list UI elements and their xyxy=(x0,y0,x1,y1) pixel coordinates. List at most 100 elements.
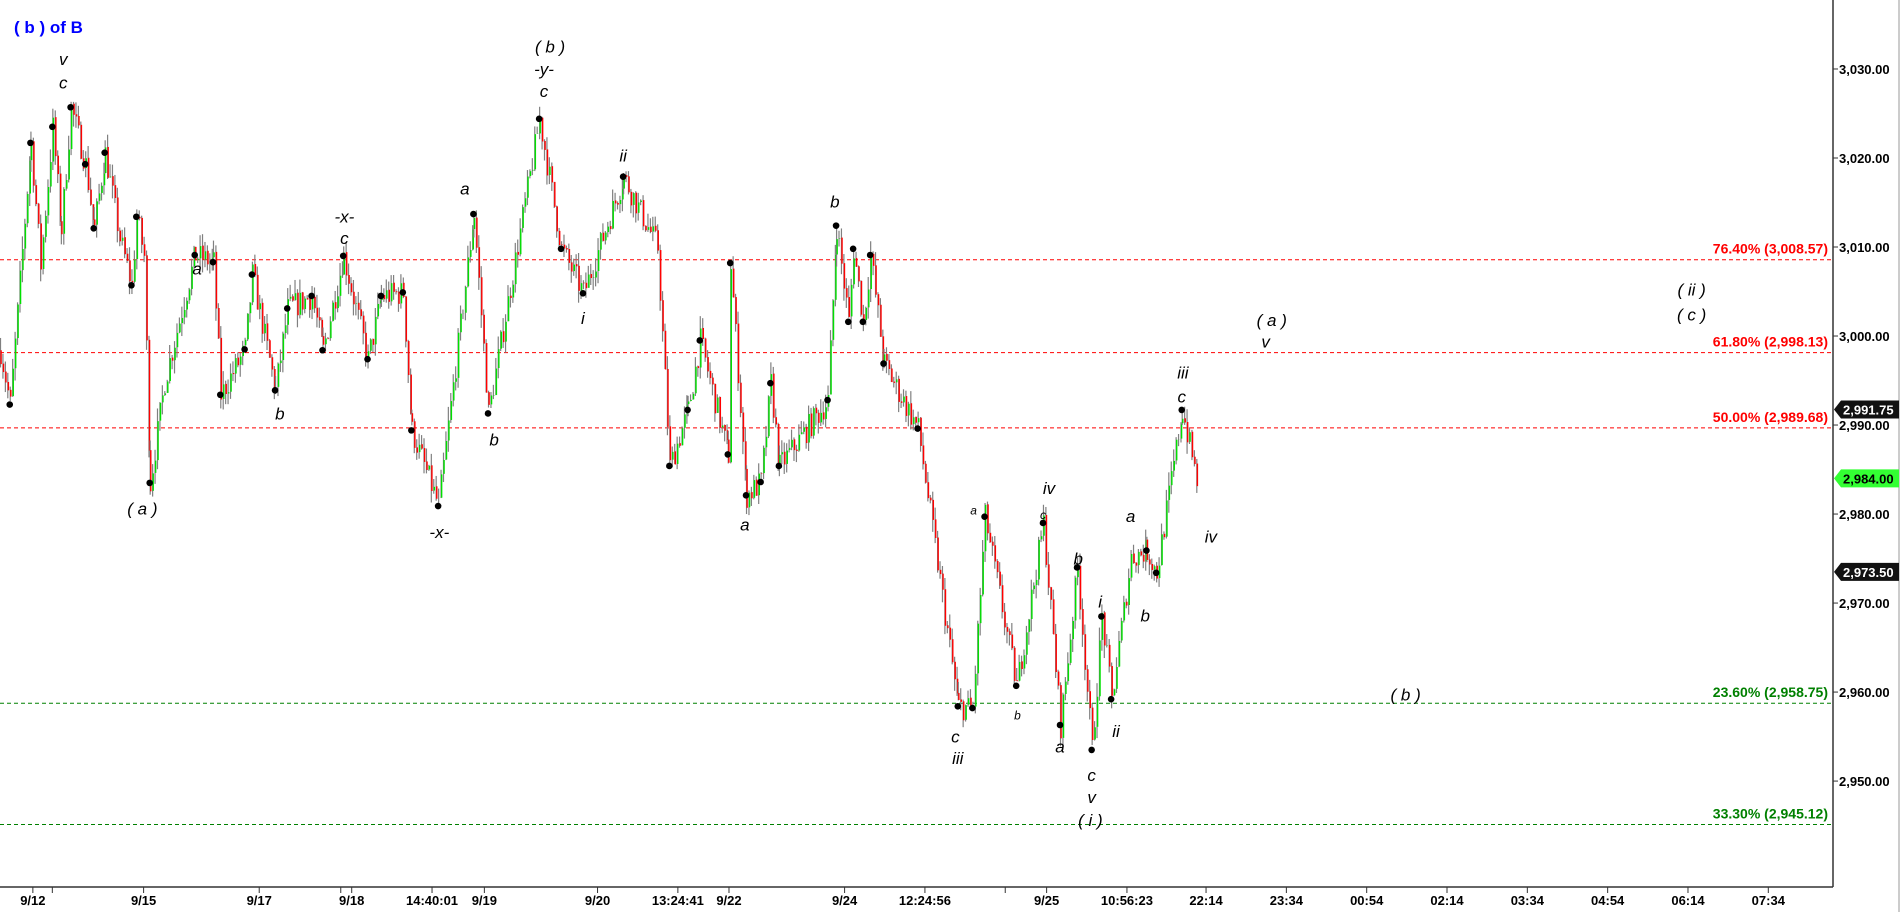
price-tag-label: 2,984.00 xyxy=(1843,471,1894,486)
pivot-dot xyxy=(339,252,347,260)
x-tick-label: 9/20 xyxy=(585,893,610,908)
x-tick-label: 06:14 xyxy=(1671,893,1705,908)
wave-label: b xyxy=(830,193,839,212)
fib-label: 50.00% (2,989.68) xyxy=(1713,409,1828,425)
pivot-dot xyxy=(619,173,627,180)
y-tick-label: 2,980.00 xyxy=(1839,507,1890,522)
pivot-dot xyxy=(1152,569,1160,577)
pivot-dot xyxy=(824,396,831,404)
pivot-dot xyxy=(724,451,732,458)
chart-title: ( b ) of B xyxy=(14,18,83,37)
pivot-dot xyxy=(557,245,565,253)
x-tick-label: 9/12 xyxy=(20,893,45,908)
x-tick-label: 9/24 xyxy=(832,893,858,908)
pivot-dot xyxy=(408,427,415,434)
pivot-dot xyxy=(849,245,857,253)
pivot-dot xyxy=(859,318,867,326)
wave-label: c xyxy=(59,73,68,92)
pivot-dot xyxy=(1073,564,1081,571)
pivot-dot xyxy=(67,103,74,111)
pivot-dot xyxy=(101,149,108,156)
pivot-dot xyxy=(1098,613,1105,620)
x-tick-label: 03:34 xyxy=(1511,893,1545,908)
pivot-dot xyxy=(1107,695,1115,703)
x-tick-label: 9/18 xyxy=(339,893,364,908)
pivot-dot xyxy=(1039,519,1047,527)
wave-label: iii xyxy=(952,749,965,768)
pivot-dot xyxy=(308,292,315,300)
pivot-dot xyxy=(1012,682,1020,690)
pivot-dot xyxy=(954,703,962,710)
wave-label: ( i ) xyxy=(1078,811,1103,830)
pivot-dot xyxy=(319,346,326,354)
wave-label: a xyxy=(1126,507,1135,526)
wave-label: v xyxy=(59,50,69,69)
wave-label: ( ii ) xyxy=(1677,281,1705,300)
wave-label: a xyxy=(460,179,469,198)
y-tick-label: 3,030.00 xyxy=(1839,62,1890,77)
pivot-dot xyxy=(377,292,385,300)
pivot-dot xyxy=(767,379,774,387)
pivot-dot xyxy=(434,502,442,510)
y-tick-label: 3,000.00 xyxy=(1839,329,1890,344)
pivot-dot xyxy=(81,160,89,168)
x-tick-label: 04:54 xyxy=(1591,893,1625,908)
y-tick-label: 2,950.00 xyxy=(1839,774,1890,789)
wave-label: a xyxy=(970,504,977,518)
wave-label: c xyxy=(340,229,349,248)
wave-label: ( c ) xyxy=(1677,306,1706,325)
pivot-dot xyxy=(49,123,56,131)
pivot-dot xyxy=(133,213,140,221)
pivot-dot xyxy=(241,346,248,353)
wave-label: iv xyxy=(1205,527,1219,546)
pivot-dot xyxy=(271,387,279,394)
x-tick-label: 10:56:23 xyxy=(1101,893,1153,908)
x-tick-label: 12:24:56 xyxy=(899,893,951,908)
wave-label: c xyxy=(540,82,549,101)
pivot-dot xyxy=(535,115,543,123)
wave-label: b xyxy=(275,404,284,423)
pivot-dot xyxy=(832,222,840,229)
x-tick-label: 13:24:41 xyxy=(652,893,704,908)
wave-label: ii xyxy=(619,146,628,165)
wave-label: b xyxy=(489,430,498,449)
x-tick-label: 22:14 xyxy=(1189,893,1223,908)
x-tick-label: 07:34 xyxy=(1752,893,1786,908)
pivot-dot xyxy=(484,410,492,417)
x-tick-label: 9/22 xyxy=(716,893,741,908)
x-tick-label: 14:40:01 xyxy=(406,893,458,908)
pivot-dot xyxy=(775,462,783,470)
y-tick-label: 2,990.00 xyxy=(1839,418,1890,433)
wave-label: -y- xyxy=(534,60,554,79)
x-tick-label: 9/17 xyxy=(247,893,272,908)
pivot-dot xyxy=(399,289,407,296)
pivot-dot xyxy=(696,337,704,344)
wave-label: ( b ) xyxy=(1391,686,1421,705)
x-tick-label: 9/15 xyxy=(131,893,156,908)
pivot-dot xyxy=(128,281,135,289)
x-tick-label: 9/25 xyxy=(1034,893,1059,908)
wave-label: b xyxy=(1014,708,1021,722)
wave-label: i xyxy=(581,309,586,328)
pivot-dot xyxy=(981,513,988,521)
pivot-dot xyxy=(248,271,256,278)
x-tick-label: 23:34 xyxy=(1270,893,1304,908)
pivot-dot xyxy=(866,251,874,259)
pivot-dot xyxy=(90,225,98,232)
pivot-dot xyxy=(880,360,887,367)
pivot-dot xyxy=(579,289,587,297)
wave-label: b xyxy=(1074,550,1083,569)
pivot-dot xyxy=(364,355,371,363)
pivot-dot xyxy=(1056,721,1064,729)
wave-label: v xyxy=(1087,788,1097,807)
wave-label: c xyxy=(1177,388,1186,407)
fib-label: 61.80% (2,998.13) xyxy=(1713,334,1828,350)
wave-label: c xyxy=(951,728,960,747)
wave-label: ( a ) xyxy=(1257,311,1287,330)
wave-label: v xyxy=(1261,332,1271,351)
price-tag-label: 2,973.50 xyxy=(1843,565,1894,580)
pivot-dot xyxy=(666,462,673,470)
pivot-dot xyxy=(146,479,153,487)
wave-label: a xyxy=(740,516,749,535)
